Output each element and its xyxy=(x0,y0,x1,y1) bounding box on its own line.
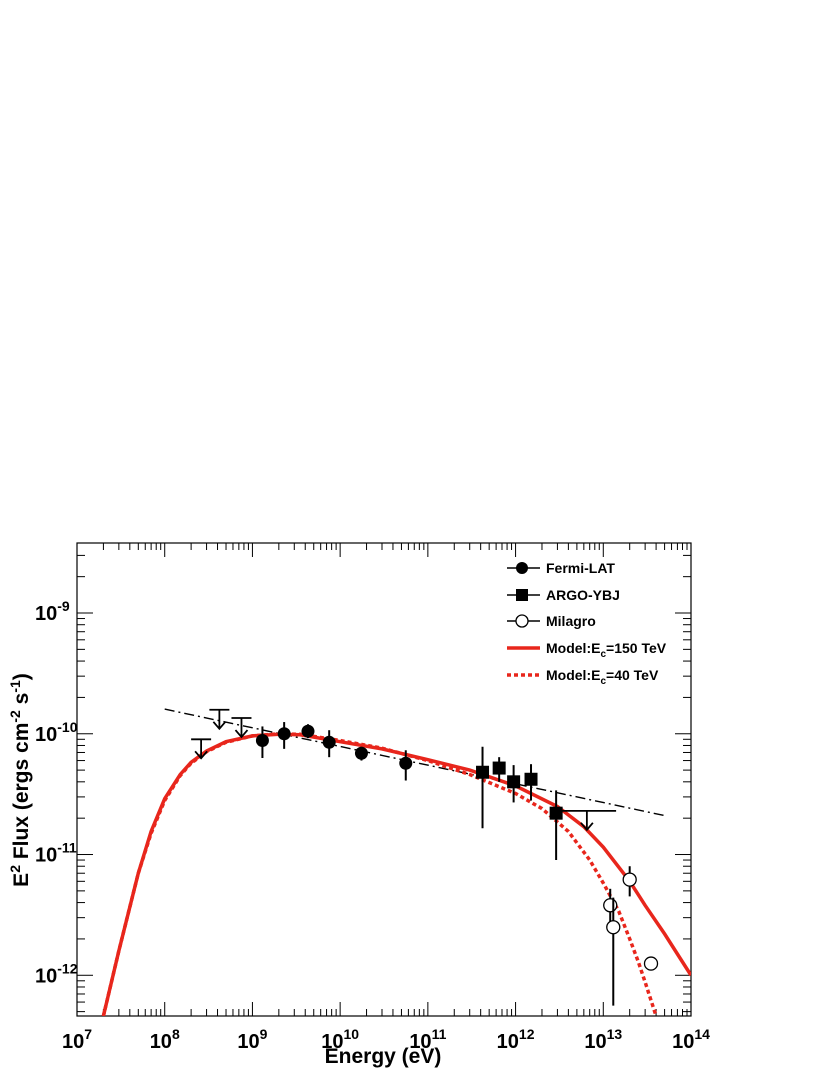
svg-text:Milagro: Milagro xyxy=(546,613,596,629)
x-tick-label: 1011 xyxy=(409,1026,446,1053)
milagro-point xyxy=(603,898,618,913)
down-arrow-icon xyxy=(212,721,227,731)
milagro-point xyxy=(622,872,637,887)
argo-point xyxy=(476,765,490,779)
y-tick-label: 10-9 xyxy=(35,598,70,625)
milagro-point xyxy=(643,956,659,971)
x-tick-label: 1010 xyxy=(321,1026,359,1053)
fermi-point xyxy=(277,727,291,741)
down-arrow-icon xyxy=(580,822,594,832)
x-tick-label: 1013 xyxy=(584,1026,622,1053)
legend-item-model-40: Model:Ec=40 TeV xyxy=(507,667,659,687)
y-tick-label: 10-12 xyxy=(35,960,78,987)
argo-point xyxy=(524,772,538,786)
legend-item-model-150: Model:Ec=150 TeV xyxy=(507,640,667,660)
argo-point xyxy=(549,806,563,820)
open-circle-icon xyxy=(515,614,529,628)
fermi-point xyxy=(301,724,315,738)
x-tick-label: 108 xyxy=(150,1026,180,1053)
argo-point xyxy=(492,761,506,775)
down-arrow-icon xyxy=(234,729,249,739)
argo-point xyxy=(507,775,521,789)
fermi-point xyxy=(322,735,336,749)
x-tick-labels: 107 108 109 1010 1011 1012 1013 1014 xyxy=(62,1026,710,1053)
fermi-point xyxy=(354,746,368,760)
y-tick-label: 10-11 xyxy=(35,840,77,867)
x-tick-label: 1014 xyxy=(672,1026,710,1053)
milagro-point xyxy=(606,920,621,935)
data-points xyxy=(191,708,659,1006)
down-arrow-icon xyxy=(194,750,208,760)
y-axis-title: E2 Flux (ergs cm-2 s-1) xyxy=(7,673,33,887)
y-tick-labels: 10-12 10-11 10-10 10-9 xyxy=(35,598,78,987)
svg-text:Model:Ec=40 TeV: Model:Ec=40 TeV xyxy=(546,667,659,687)
legend: Fermi-LAT ARGO-YBJ Milagro Model:Ec=150 … xyxy=(507,560,667,687)
svg-text:Model:Ec=150 TeV: Model:Ec=150 TeV xyxy=(546,640,667,660)
y-tick-label: 10-10 xyxy=(35,719,78,746)
fermi-point xyxy=(399,756,413,770)
svg-text:Fermi-LAT: Fermi-LAT xyxy=(546,560,615,576)
svg-text:ARGO-YBJ: ARGO-YBJ xyxy=(546,587,620,603)
curve-model40 xyxy=(101,732,658,1016)
x-tick-label: 109 xyxy=(237,1026,267,1053)
filled-circle-icon xyxy=(516,562,528,574)
fermi-point xyxy=(255,733,269,747)
filled-square-icon xyxy=(516,589,528,601)
legend-item-fermi-lat: Fermi-LAT xyxy=(507,560,615,576)
x-axis-title: Energy (eV) xyxy=(325,1045,442,1068)
legend-item-argo-ybj: ARGO-YBJ xyxy=(507,587,620,603)
curve-powerlaw xyxy=(164,708,665,817)
legend-item-milagro: Milagro xyxy=(507,613,596,629)
x-tick-label: 1012 xyxy=(497,1026,535,1053)
plot-frame xyxy=(76,542,692,1017)
axis-ticks xyxy=(76,543,692,1016)
x-tick-label: 107 xyxy=(62,1026,92,1053)
